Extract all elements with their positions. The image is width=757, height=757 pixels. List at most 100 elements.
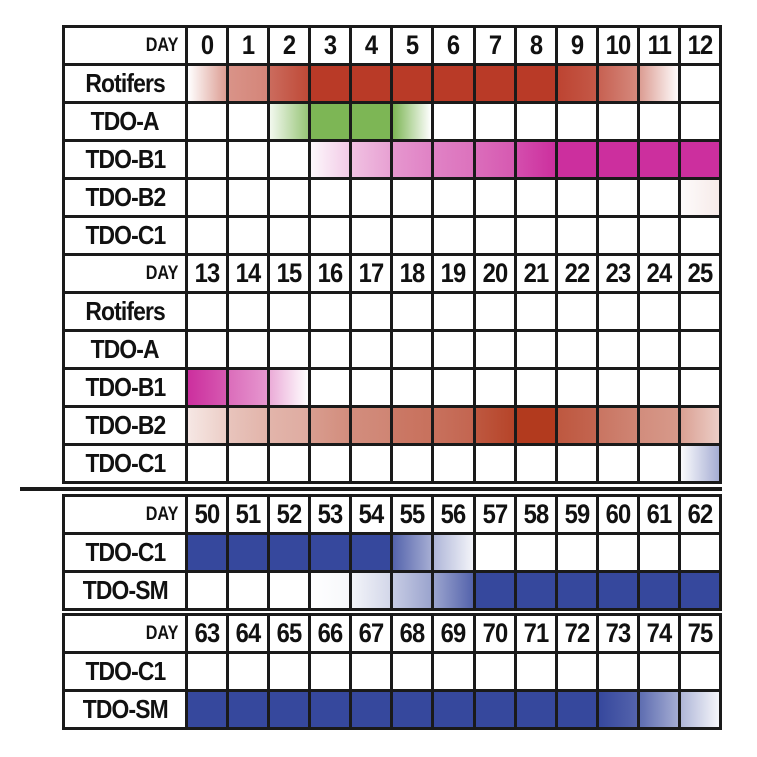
schedule-cell xyxy=(434,446,473,481)
schedule-cell xyxy=(639,104,678,139)
day-number-cell: 60 xyxy=(598,497,637,532)
day-number-text: 9 xyxy=(570,30,584,60)
schedule-block-4: DAY 63 64 65 66 67 68 69 70 71 72 73 74 75 TDO-C1 TDO-S… xyxy=(62,613,722,730)
schedule-cell xyxy=(393,692,432,727)
day-number-cell: 16 xyxy=(311,256,350,291)
day-number-text: 73 xyxy=(605,618,631,648)
schedule-cell xyxy=(557,294,596,329)
day-number-cell: 73 xyxy=(598,616,637,651)
schedule-cell xyxy=(475,332,514,367)
schedule-cell xyxy=(270,654,309,689)
schedule-cell xyxy=(475,573,514,608)
schedule-cell xyxy=(516,654,555,689)
day-number-text: 16 xyxy=(317,258,344,288)
day-number-cell: 13 xyxy=(188,256,227,291)
schedule-cell xyxy=(352,66,391,101)
schedule-cell xyxy=(598,66,637,101)
schedule-cell xyxy=(557,535,596,570)
schedule-cell xyxy=(680,573,719,608)
schedule-cell xyxy=(516,332,555,367)
schedule-cell xyxy=(352,692,391,727)
day-header-label-text: DAY xyxy=(145,262,178,284)
schedule-cell xyxy=(598,218,637,253)
schedule-block-1: DAY 0 1 2 3 4 5 6 7 8 9 10 11 12 Rotifers TDO-A TDO-B1 TD… xyxy=(62,25,722,256)
day-number-text: 18 xyxy=(400,258,426,288)
schedule-cell xyxy=(393,66,432,101)
schedule-cell xyxy=(352,180,391,215)
schedule-cell xyxy=(475,66,514,101)
day-number-text: 72 xyxy=(564,618,590,648)
day-header-label: DAY xyxy=(65,497,185,532)
schedule-cell xyxy=(434,218,473,253)
schedule-cell xyxy=(352,332,391,367)
day-number-text: 1 xyxy=(241,30,255,60)
schedule-cell xyxy=(639,218,678,253)
schedule-cell xyxy=(639,535,678,570)
schedule-cell xyxy=(680,654,719,689)
day-number-cell: 9 xyxy=(557,28,596,63)
schedule-cell xyxy=(557,654,596,689)
day-number-cell: 71 xyxy=(516,616,555,651)
schedule-cell xyxy=(598,332,637,367)
schedule-cell xyxy=(680,66,719,101)
day-header-label: DAY xyxy=(65,28,185,63)
day-number-cell: 58 xyxy=(516,497,555,532)
day-number-text: 53 xyxy=(317,499,344,529)
schedule-cell xyxy=(229,408,268,443)
row-label-tdo-c1: TDO-C1 xyxy=(65,446,185,481)
schedule-cell xyxy=(475,535,514,570)
schedule-cell xyxy=(270,408,309,443)
schedule-cell xyxy=(434,332,473,367)
row-label-text: TDO-A xyxy=(90,106,160,136)
schedule-cell xyxy=(311,654,350,689)
schedule-cell xyxy=(352,218,391,253)
row-label-tdo-b1: TDO-B1 xyxy=(65,370,185,405)
schedule-cell xyxy=(557,408,596,443)
schedule-cell xyxy=(434,142,473,177)
schedule-cell xyxy=(352,294,391,329)
schedule-cell xyxy=(352,535,391,570)
schedule-cell xyxy=(229,180,268,215)
schedule-cell xyxy=(188,408,227,443)
row-label-text: TDO-C1 xyxy=(85,448,166,478)
day-number-cell: 63 xyxy=(188,616,227,651)
day-number-cell: 12 xyxy=(680,28,719,63)
schedule-cell xyxy=(598,104,637,139)
day-number-cell: 5 xyxy=(393,28,432,63)
schedule-cell xyxy=(434,294,473,329)
schedule-cell xyxy=(557,218,596,253)
day-number-cell: 50 xyxy=(188,497,227,532)
day-number-cell: 56 xyxy=(434,497,473,532)
schedule-cell xyxy=(516,446,555,481)
schedule-cell xyxy=(475,180,514,215)
schedule-cell xyxy=(475,408,514,443)
schedule-cell xyxy=(639,573,678,608)
schedule-cell xyxy=(188,180,227,215)
schedule-cell xyxy=(352,573,391,608)
schedule-cell xyxy=(188,218,227,253)
day-number-cell: 23 xyxy=(598,256,637,291)
schedule-cell xyxy=(516,66,555,101)
feeding-schedule-chart: DAY 0 1 2 3 4 5 6 7 8 9 10 11 12 Rotifers TDO-A TDO-B1 TD… xyxy=(20,25,722,730)
schedule-cell xyxy=(434,573,473,608)
day-number-cell: 25 xyxy=(680,256,719,291)
schedule-cell xyxy=(639,654,678,689)
day-number-text: 65 xyxy=(276,618,303,648)
schedule-cell xyxy=(680,142,719,177)
day-number-cell: 66 xyxy=(311,616,350,651)
schedule-cell xyxy=(188,294,227,329)
row-label-tdo-a: TDO-A xyxy=(65,332,185,367)
schedule-cell xyxy=(598,294,637,329)
schedule-cell xyxy=(516,408,555,443)
schedule-cell xyxy=(393,332,432,367)
schedule-cell xyxy=(434,104,473,139)
row-label-tdo-sm: TDO-SM xyxy=(65,573,185,608)
schedule-cell xyxy=(680,294,719,329)
schedule-cell xyxy=(352,142,391,177)
day-header-label: DAY xyxy=(65,256,185,291)
schedule-cell xyxy=(393,535,432,570)
schedule-cell xyxy=(311,573,350,608)
schedule-cell xyxy=(311,218,350,253)
schedule-cell xyxy=(557,142,596,177)
day-number-cell: 51 xyxy=(229,497,268,532)
